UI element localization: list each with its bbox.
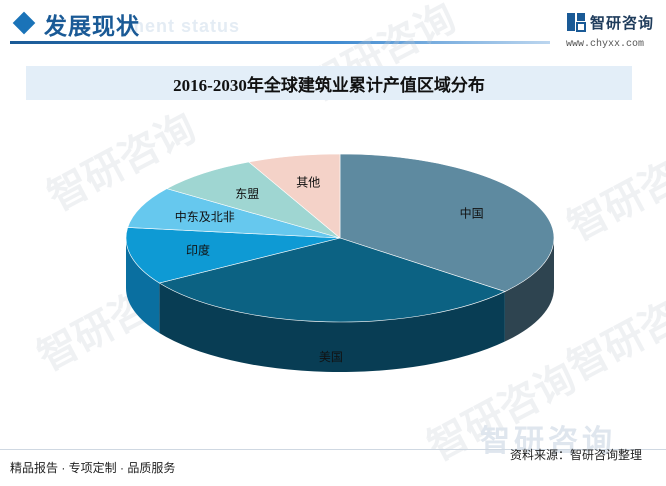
pie-slice bbox=[339, 153, 555, 292]
brand-name: 智研咨询 bbox=[590, 15, 655, 32]
pie-slice-label: 中国 bbox=[460, 206, 484, 221]
pie-slice-label: 印度 bbox=[186, 242, 210, 257]
pie-slice bbox=[125, 227, 341, 284]
section-header: ment status 发展现状 智研咨询 www.chyxx.com bbox=[0, 0, 666, 60]
pie-slice bbox=[158, 237, 506, 323]
pie-side-walls bbox=[126, 238, 554, 372]
pie-slice-side bbox=[504, 238, 554, 342]
pie-slice-label: 美国 bbox=[319, 350, 343, 364]
pie-slice bbox=[166, 161, 341, 239]
section-subtitle-ghost: ment status bbox=[128, 16, 241, 36]
footer-divider bbox=[0, 449, 666, 450]
pie-top-faces bbox=[125, 153, 555, 323]
chart-title-bar: 2016-2030年全球建筑业累计产值区域分布 bbox=[26, 66, 632, 100]
data-source: 资料来源：智研咨询整理 bbox=[510, 448, 643, 462]
footer-slogan: 精品报告 · 专项定制 · 品质服务 bbox=[10, 461, 176, 475]
pie-slice bbox=[127, 188, 341, 239]
chart-title: 2016-2030年全球建筑业累计产值区域分布 bbox=[173, 75, 485, 95]
section-title: 发展现状 bbox=[44, 13, 140, 39]
pie-slice-side bbox=[126, 238, 160, 334]
pie-slice-side bbox=[159, 283, 505, 372]
header-rule bbox=[10, 41, 550, 44]
diamond-icon bbox=[12, 11, 36, 35]
brand-logo-icon bbox=[567, 13, 586, 32]
footer-brand-watermark: 智研咨询 bbox=[480, 425, 616, 458]
pie-slice-label: 中东及北非 bbox=[175, 209, 235, 224]
pie-slice-label: 东盟 bbox=[235, 187, 259, 201]
pie-slice-label: 其他 bbox=[296, 175, 320, 189]
pie-slice bbox=[248, 153, 341, 239]
brand-site: www.chyxx.com bbox=[566, 39, 645, 50]
